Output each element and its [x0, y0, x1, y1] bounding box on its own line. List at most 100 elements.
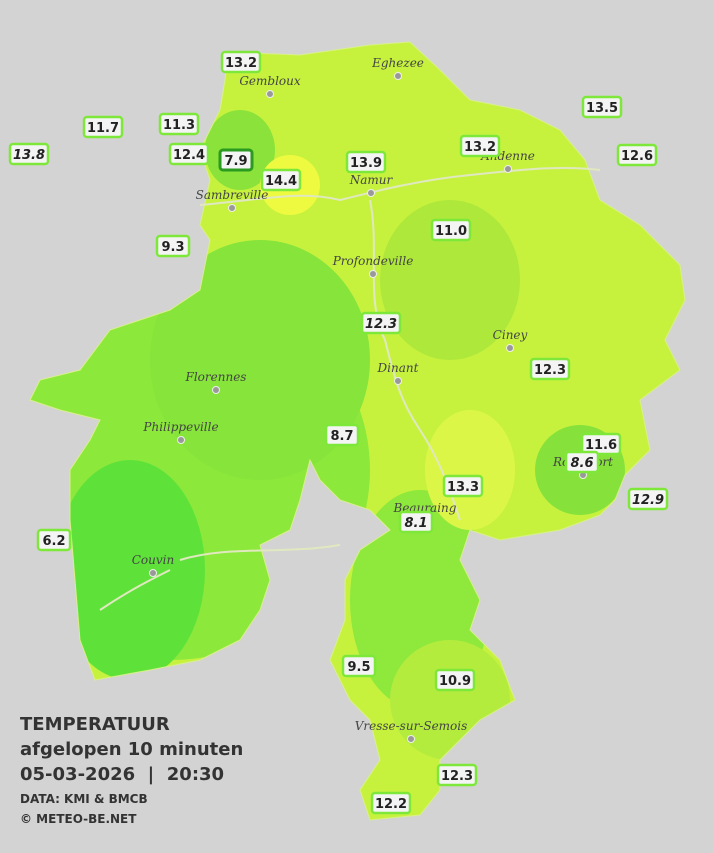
station: 13.9 [345, 150, 387, 174]
station-temp: 7.9 [224, 154, 247, 169]
station: 13.5 [581, 95, 623, 119]
station-box [341, 654, 377, 678]
station: 8.6 [564, 450, 600, 474]
town-dot [212, 386, 220, 394]
station-box [529, 357, 571, 381]
station: 10.9 [434, 668, 476, 692]
station: 8.1 [398, 510, 434, 534]
station: 11.7 [82, 115, 124, 139]
station-box [158, 112, 200, 136]
river [369, 199, 461, 521]
river [199, 166, 601, 206]
town-label: Couvin [132, 553, 174, 567]
station: 7.9 [218, 148, 254, 172]
station: 9.5 [341, 654, 377, 678]
station-temp: 12.6 [621, 149, 653, 164]
station: 12.6 [616, 143, 658, 167]
station: 12.3 [360, 311, 402, 335]
town-label: Namur [349, 173, 394, 187]
station: 13.3 [442, 474, 484, 498]
station: 12.3 [436, 763, 478, 787]
station: 12.2 [370, 791, 412, 815]
town-label: Vresse-sur-Semois [355, 719, 468, 733]
station-temp: 8.6 [570, 456, 593, 471]
station: 13.8 [8, 142, 50, 166]
town-dot [394, 377, 402, 385]
station-temp: 12.9 [632, 493, 664, 508]
station-box [580, 432, 622, 456]
station-box [82, 115, 124, 139]
station-temp: 8.7 [330, 429, 353, 444]
station-box [324, 423, 360, 447]
station-temp: 8.1 [404, 516, 427, 531]
station-box [360, 311, 402, 335]
station: 14.4 [260, 168, 302, 192]
town-label: Philippeville [142, 420, 218, 434]
station-box [627, 487, 669, 511]
station-box [168, 142, 210, 166]
town-label: Ciney [493, 328, 528, 342]
town-label: Florennes [185, 370, 247, 384]
station-box [8, 142, 50, 166]
station-box [218, 148, 254, 172]
town-dot [367, 189, 375, 197]
station-box [220, 50, 262, 74]
station-temp: 12.3 [441, 769, 473, 784]
station: 6.2 [36, 528, 72, 552]
station-temp: 13.5 [586, 101, 618, 116]
town-dot [177, 436, 185, 444]
station-box [398, 510, 434, 534]
town-label: Dinant [377, 361, 419, 375]
station-temp: 9.3 [161, 240, 184, 255]
station-temp: 11.6 [585, 438, 617, 453]
legend-subtitle: afgelopen 10 minuten [20, 739, 243, 760]
station-temp: 13.9 [350, 156, 382, 171]
town-dot [228, 204, 236, 212]
town-dot [266, 90, 274, 98]
town-dot [369, 270, 377, 278]
station: 9.3 [155, 234, 191, 258]
station-temp: 11.7 [87, 121, 119, 136]
station-temp: 13.2 [225, 56, 257, 71]
station-temp: 13.3 [447, 480, 479, 495]
river [99, 544, 341, 611]
legend-source: DATA: KMI & BMCB [20, 792, 148, 806]
station-temp: 12.4 [173, 148, 205, 163]
town-label: Gembloux [239, 74, 301, 88]
station-box [564, 450, 600, 474]
station-box [430, 218, 472, 242]
station-box [616, 143, 658, 167]
legend-title: TEMPERATUUR [20, 714, 170, 735]
town-label: Eghezee [371, 56, 424, 70]
station-temp: 12.2 [375, 797, 407, 812]
station-box [370, 791, 412, 815]
station-temp: 14.4 [265, 174, 297, 189]
station-temp: 12.3 [534, 363, 566, 378]
station-box [434, 668, 476, 692]
station: 11.6 [580, 432, 622, 456]
station-box [459, 134, 501, 158]
town-dot [504, 165, 512, 173]
legend-copyright: © METEO-BE.NET [20, 812, 137, 826]
town-label: Sambreville [196, 188, 269, 202]
station-temp: 6.2 [42, 534, 65, 549]
town-dot [149, 569, 157, 577]
town-dot [407, 735, 415, 743]
station-box [436, 763, 478, 787]
station-box [581, 95, 623, 119]
station: 12.3 [529, 357, 571, 381]
station: 11.0 [430, 218, 472, 242]
town-dot [394, 72, 402, 80]
legend: TEMPERATUUR afgelopen 10 minuten 05-03-2… [20, 714, 243, 826]
station-temp: 11.3 [163, 118, 195, 133]
town-dot [506, 344, 514, 352]
station-temp: 12.3 [365, 317, 397, 332]
station-temp: 11.0 [435, 224, 467, 239]
station: 13.2 [459, 134, 501, 158]
station-box [260, 168, 302, 192]
station: 11.3 [158, 112, 200, 136]
station-temp: 13.8 [13, 148, 45, 163]
station-temp: 10.9 [439, 674, 471, 689]
